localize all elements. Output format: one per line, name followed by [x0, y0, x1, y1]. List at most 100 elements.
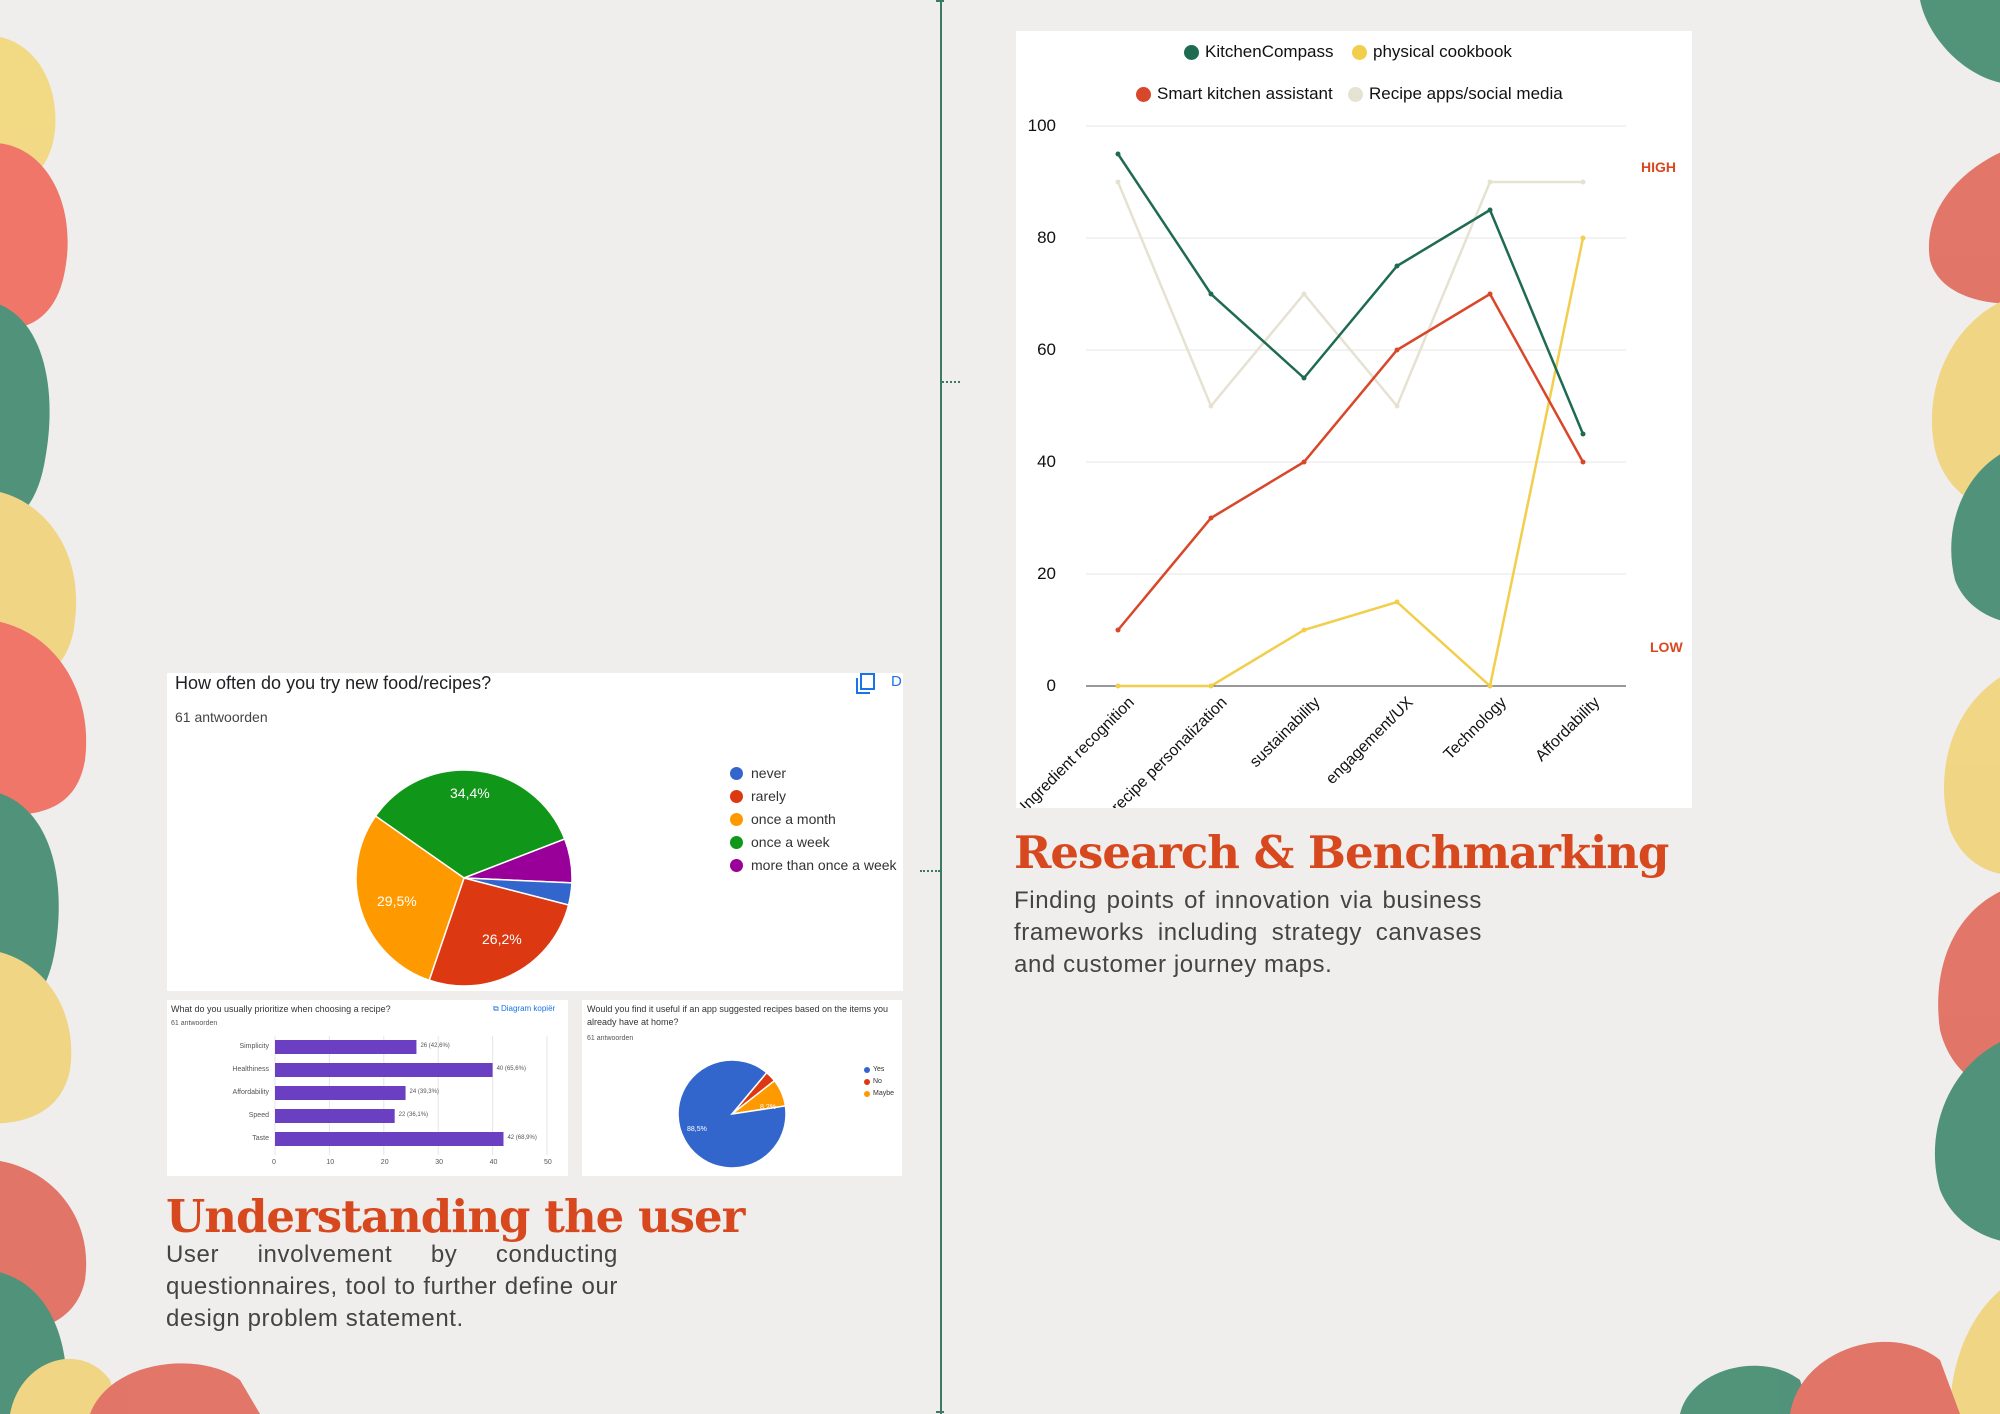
- data-point: [1301, 627, 1307, 633]
- series-line: [1116, 180, 1583, 409]
- pie-data-label: 26,2%: [482, 931, 522, 947]
- y-tick-label: 60: [1037, 340, 1056, 359]
- bar-data-label: 24 (39,3%): [409, 1089, 439, 1095]
- pie-legend-dot: [730, 812, 743, 826]
- bar-category-label: Healthiness: [232, 1066, 269, 1073]
- legend-dot-kitchencompass: [1184, 44, 1199, 60]
- copy-icon[interactable]: [855, 673, 877, 695]
- legend-label: Smart kitchen assistant: [1157, 84, 1333, 103]
- bar: [275, 1109, 395, 1123]
- pie-legend-label: rarely: [751, 788, 787, 804]
- bar: [275, 1063, 493, 1077]
- pie-legend-item: never: [730, 765, 786, 781]
- divider-tick: [942, 381, 960, 383]
- copy-label[interactable]: D: [891, 673, 902, 690]
- small-pie-subtitle: 61 antwoorden: [587, 1035, 634, 1042]
- data-point: [1487, 291, 1493, 297]
- legend-item-kitchencompass: KitchenCompass: [1184, 42, 1334, 62]
- pie-chart-title: How often do you try new food/recipes?: [175, 673, 492, 693]
- data-point: [1487, 179, 1493, 185]
- pie-legend-item: rarely: [730, 788, 786, 804]
- line-chart-plot: [1086, 125, 1626, 689]
- pie-legend-label: never: [751, 765, 787, 781]
- bar-copy-label[interactable]: ⧉ Diagram kopiër: [493, 1004, 556, 1013]
- bar-x-tick-label: 30: [435, 1159, 443, 1166]
- pie-legend-item: once a month: [730, 811, 836, 827]
- data-point: [1301, 375, 1307, 381]
- high-label: HIGH: [1641, 159, 1676, 175]
- bar-x-tick-label: 10: [326, 1159, 335, 1166]
- data-point: [1115, 151, 1121, 157]
- bar-chart-card: What do you usually prioritize when choo…: [167, 1000, 568, 1176]
- y-tick-label: 0: [1046, 676, 1056, 695]
- pie-slice: [355, 815, 465, 982]
- small-pie-data-label: 8,2%: [760, 1104, 776, 1111]
- legend-item-smart-kitchen-assistant: Smart kitchen assistant: [1136, 84, 1333, 104]
- data-point: [1580, 179, 1586, 185]
- bar-x-tick-label: 40: [489, 1159, 498, 1166]
- legend-label: KitchenCompass: [1205, 42, 1334, 61]
- understanding-description: User involvement by conducting questionn…: [166, 1241, 618, 1332]
- pie-legend-label: once a week: [751, 834, 830, 850]
- data-point: [1394, 599, 1400, 605]
- data-point: [1208, 683, 1214, 689]
- bar-data-label: 26 (42,6%): [420, 1043, 450, 1049]
- small-pie-legend-item: Maybe: [864, 1090, 894, 1097]
- pie-legend-item: more than once a week: [730, 857, 897, 873]
- pie-chart-subtitle: 61 antwoorden: [175, 709, 268, 725]
- bar: [275, 1132, 504, 1146]
- series-line: [1118, 237, 1585, 689]
- pie-legend-label: more than once a week: [751, 857, 897, 873]
- pie-legend-dot: [730, 766, 743, 780]
- bar-data-label: 42 (68,9%): [507, 1135, 537, 1141]
- data-point: [1487, 207, 1493, 213]
- bar-x-tick-label: 0: [272, 1159, 276, 1166]
- bar: [275, 1086, 406, 1100]
- data-point: [1394, 403, 1400, 409]
- pie-legend-dot: [730, 835, 743, 849]
- data-point: [1580, 459, 1586, 465]
- small-pie-legend-dot: [864, 1078, 870, 1085]
- data-point: [1301, 459, 1307, 465]
- divider-tick: [920, 870, 940, 872]
- data-point: [1394, 347, 1400, 353]
- data-point: [1301, 291, 1307, 297]
- bar-x-tick-label: 50: [544, 1159, 552, 1166]
- pie-legend-dot: [730, 789, 743, 803]
- pie-legend-item: once a week: [730, 834, 830, 850]
- data-point: [1487, 683, 1493, 689]
- small-pie-legend-label: Maybe: [873, 1090, 895, 1097]
- bar-chart-priorities: [274, 1036, 548, 1155]
- small-pie-legend-item: Yes: [864, 1066, 884, 1073]
- legend-label: Recipe apps/social media: [1369, 84, 1563, 103]
- y-tick-label: 100: [1027, 116, 1056, 135]
- pie-legend-dot: [730, 858, 743, 872]
- data-point: [1580, 235, 1586, 241]
- pie-data-label: 34,4%: [450, 785, 490, 801]
- small-pie-legend-dot: [864, 1090, 870, 1097]
- pie-legend-label: once a month: [751, 811, 836, 827]
- copy-icon: ⧉: [493, 1004, 499, 1013]
- small-pie-legend-item: No: [864, 1078, 882, 1085]
- legend-dot-smart-kitchen-assistant: [1136, 86, 1151, 102]
- small-pie-legend-label: Yes: [873, 1066, 885, 1073]
- understanding-heading: Understanding the user: [166, 1190, 745, 1243]
- pie-chart-app-usefulness: [677, 1059, 787, 1169]
- legend-dot-recipe-apps: [1348, 86, 1363, 102]
- legend-item-physical-cookbook: physical cookbook: [1352, 42, 1512, 62]
- data-point: [1580, 431, 1586, 437]
- data-point: [1208, 291, 1214, 297]
- data-point: [1115, 179, 1121, 185]
- small-pie-slice: [677, 1059, 787, 1169]
- data-point: [1208, 515, 1214, 521]
- small-pie-title: Would you find it useful if an app sugge…: [587, 1004, 889, 1027]
- pie-chart-card: How often do you try new food/recipes? 6…: [167, 673, 903, 991]
- divider-cap: [936, 1411, 944, 1413]
- bar-chart-subtitle: 61 antwoorden: [171, 1020, 218, 1027]
- data-point: [1208, 403, 1214, 409]
- small-pie-data-label: 88,5%: [687, 1126, 707, 1133]
- pie-data-label: 29,5%: [377, 893, 417, 909]
- bar-data-label: 22 (36,1%): [398, 1112, 429, 1118]
- small-pie-legend-dot: [864, 1066, 870, 1073]
- bar-data-label: 40 (65,6%): [496, 1066, 526, 1072]
